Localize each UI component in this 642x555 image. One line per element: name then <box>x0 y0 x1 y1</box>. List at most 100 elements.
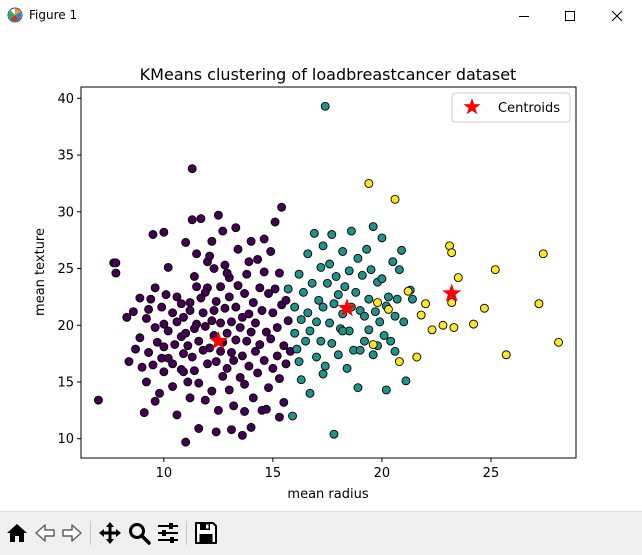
data-point-cluster-0 <box>198 308 208 318</box>
data-point-cluster-0 <box>148 360 158 370</box>
data-point-cluster-0 <box>248 298 258 308</box>
data-point-cluster-0 <box>237 351 247 361</box>
save-icon <box>195 522 217 544</box>
data-point-cluster-2 <box>490 265 500 275</box>
data-point-cluster-0 <box>185 298 195 308</box>
data-point-cluster-0 <box>231 223 241 233</box>
data-point-cluster-0 <box>93 395 103 405</box>
data-point-cluster-0 <box>246 327 256 337</box>
matplotlib-app-icon <box>7 7 23 23</box>
data-point-cluster-1 <box>392 294 402 304</box>
data-point-cluster-0 <box>189 272 199 281</box>
data-point-cluster-1 <box>360 336 369 346</box>
data-point-cluster-1 <box>294 269 304 279</box>
data-point-cluster-0 <box>272 351 282 361</box>
data-point-cluster-1 <box>375 317 385 327</box>
data-point-cluster-2 <box>538 249 548 259</box>
axes-frame <box>80 86 577 459</box>
data-point-cluster-2 <box>534 299 544 309</box>
data-point-cluster-0 <box>281 295 291 305</box>
scatter-chart: KMeans clustering of loadbreastcancer da… <box>33 65 577 502</box>
data-point-cluster-0 <box>187 352 197 362</box>
data-point-cluster-0 <box>253 254 263 264</box>
data-point-cluster-0 <box>235 323 245 332</box>
data-point-cluster-0 <box>229 355 239 365</box>
data-point-cluster-0 <box>179 312 188 322</box>
maximize-button[interactable] <box>547 0 593 31</box>
y-axis-ticks: 10 15 20 25 30 35 40 <box>57 92 81 447</box>
data-point-cluster-0 <box>283 316 293 326</box>
data-point-cluster-0 <box>255 340 265 349</box>
data-point-cluster-0 <box>218 371 228 381</box>
data-point-cluster-2 <box>449 323 459 332</box>
data-point-cluster-0 <box>248 393 258 403</box>
legend-box <box>451 92 571 123</box>
data-point-cluster-0 <box>189 366 199 376</box>
data-point-cluster-0 <box>124 357 134 367</box>
data-point-cluster-0 <box>163 262 173 272</box>
data-point-cluster-0 <box>183 377 193 387</box>
data-point-cluster-0 <box>144 348 154 357</box>
y-tick-label: 10 <box>57 432 74 447</box>
data-point-cluster-1 <box>296 375 306 385</box>
forward-icon <box>62 524 82 542</box>
zoom-button[interactable] <box>126 520 152 546</box>
data-point-cluster-0 <box>141 314 151 323</box>
data-point-cluster-1 <box>364 325 374 335</box>
data-point-cluster-1 <box>309 228 319 238</box>
data-point-cluster-1 <box>312 352 321 362</box>
data-point-cluster-0 <box>131 344 140 354</box>
data-point-cluster-1 <box>327 230 337 239</box>
data-point-cluster-0 <box>209 306 219 315</box>
data-point-cluster-1 <box>296 315 306 325</box>
data-point-cluster-1 <box>288 411 297 421</box>
pan-button[interactable] <box>97 520 123 546</box>
data-point-cluster-0 <box>196 214 206 224</box>
data-point-cluster-1 <box>303 308 313 318</box>
minimize-button[interactable] <box>501 0 547 31</box>
data-point-cluster-0 <box>272 323 282 332</box>
data-point-cluster-1 <box>316 262 326 272</box>
x-axis-label: mean radius <box>287 487 368 502</box>
data-point-cluster-1 <box>364 294 374 304</box>
data-point-cluster-0 <box>150 283 160 293</box>
data-point-cluster-1 <box>298 287 308 297</box>
data-point-cluster-0 <box>194 336 204 346</box>
data-point-cluster-1 <box>338 247 348 256</box>
data-point-cluster-1 <box>303 249 313 259</box>
close-button[interactable] <box>594 0 640 31</box>
data-point-cluster-0 <box>264 289 273 298</box>
data-point-cluster-1 <box>408 294 417 304</box>
maximize-icon <box>565 10 575 21</box>
home-button[interactable] <box>4 520 30 546</box>
save-button[interactable] <box>193 520 219 546</box>
zoom-icon <box>129 523 151 545</box>
data-point-cluster-0 <box>218 226 228 236</box>
data-point-cluster-0 <box>185 306 195 315</box>
data-point-cluster-0 <box>150 323 160 332</box>
back-button[interactable] <box>32 520 58 546</box>
data-point-cluster-2 <box>447 298 457 308</box>
data-point-cluster-0 <box>261 404 271 414</box>
data-point-cluster-1 <box>386 336 396 346</box>
data-point-cluster-0 <box>259 267 269 277</box>
data-point-cluster-0 <box>209 264 219 273</box>
data-point-cluster-0 <box>159 367 169 377</box>
data-point-cluster-0 <box>257 306 267 315</box>
data-point-cluster-0 <box>231 335 241 345</box>
data-point-cluster-0 <box>159 342 169 352</box>
data-point-cluster-0 <box>179 367 188 377</box>
configure-subplots-button[interactable] <box>155 520 181 546</box>
data-point-cluster-2 <box>421 299 430 309</box>
data-point-cluster-0 <box>240 407 250 416</box>
forward-button[interactable] <box>59 520 85 546</box>
data-point-cluster-0 <box>172 410 182 420</box>
data-point-cluster-0 <box>207 316 217 326</box>
data-point-cluster-0 <box>253 368 263 378</box>
data-point-cluster-2 <box>453 273 463 283</box>
data-point-cluster-1 <box>344 266 354 276</box>
data-point-cluster-0 <box>277 202 287 212</box>
data-point-cluster-1 <box>377 233 387 243</box>
data-point-cluster-0 <box>139 408 149 418</box>
data-point-cluster-0 <box>279 341 289 351</box>
